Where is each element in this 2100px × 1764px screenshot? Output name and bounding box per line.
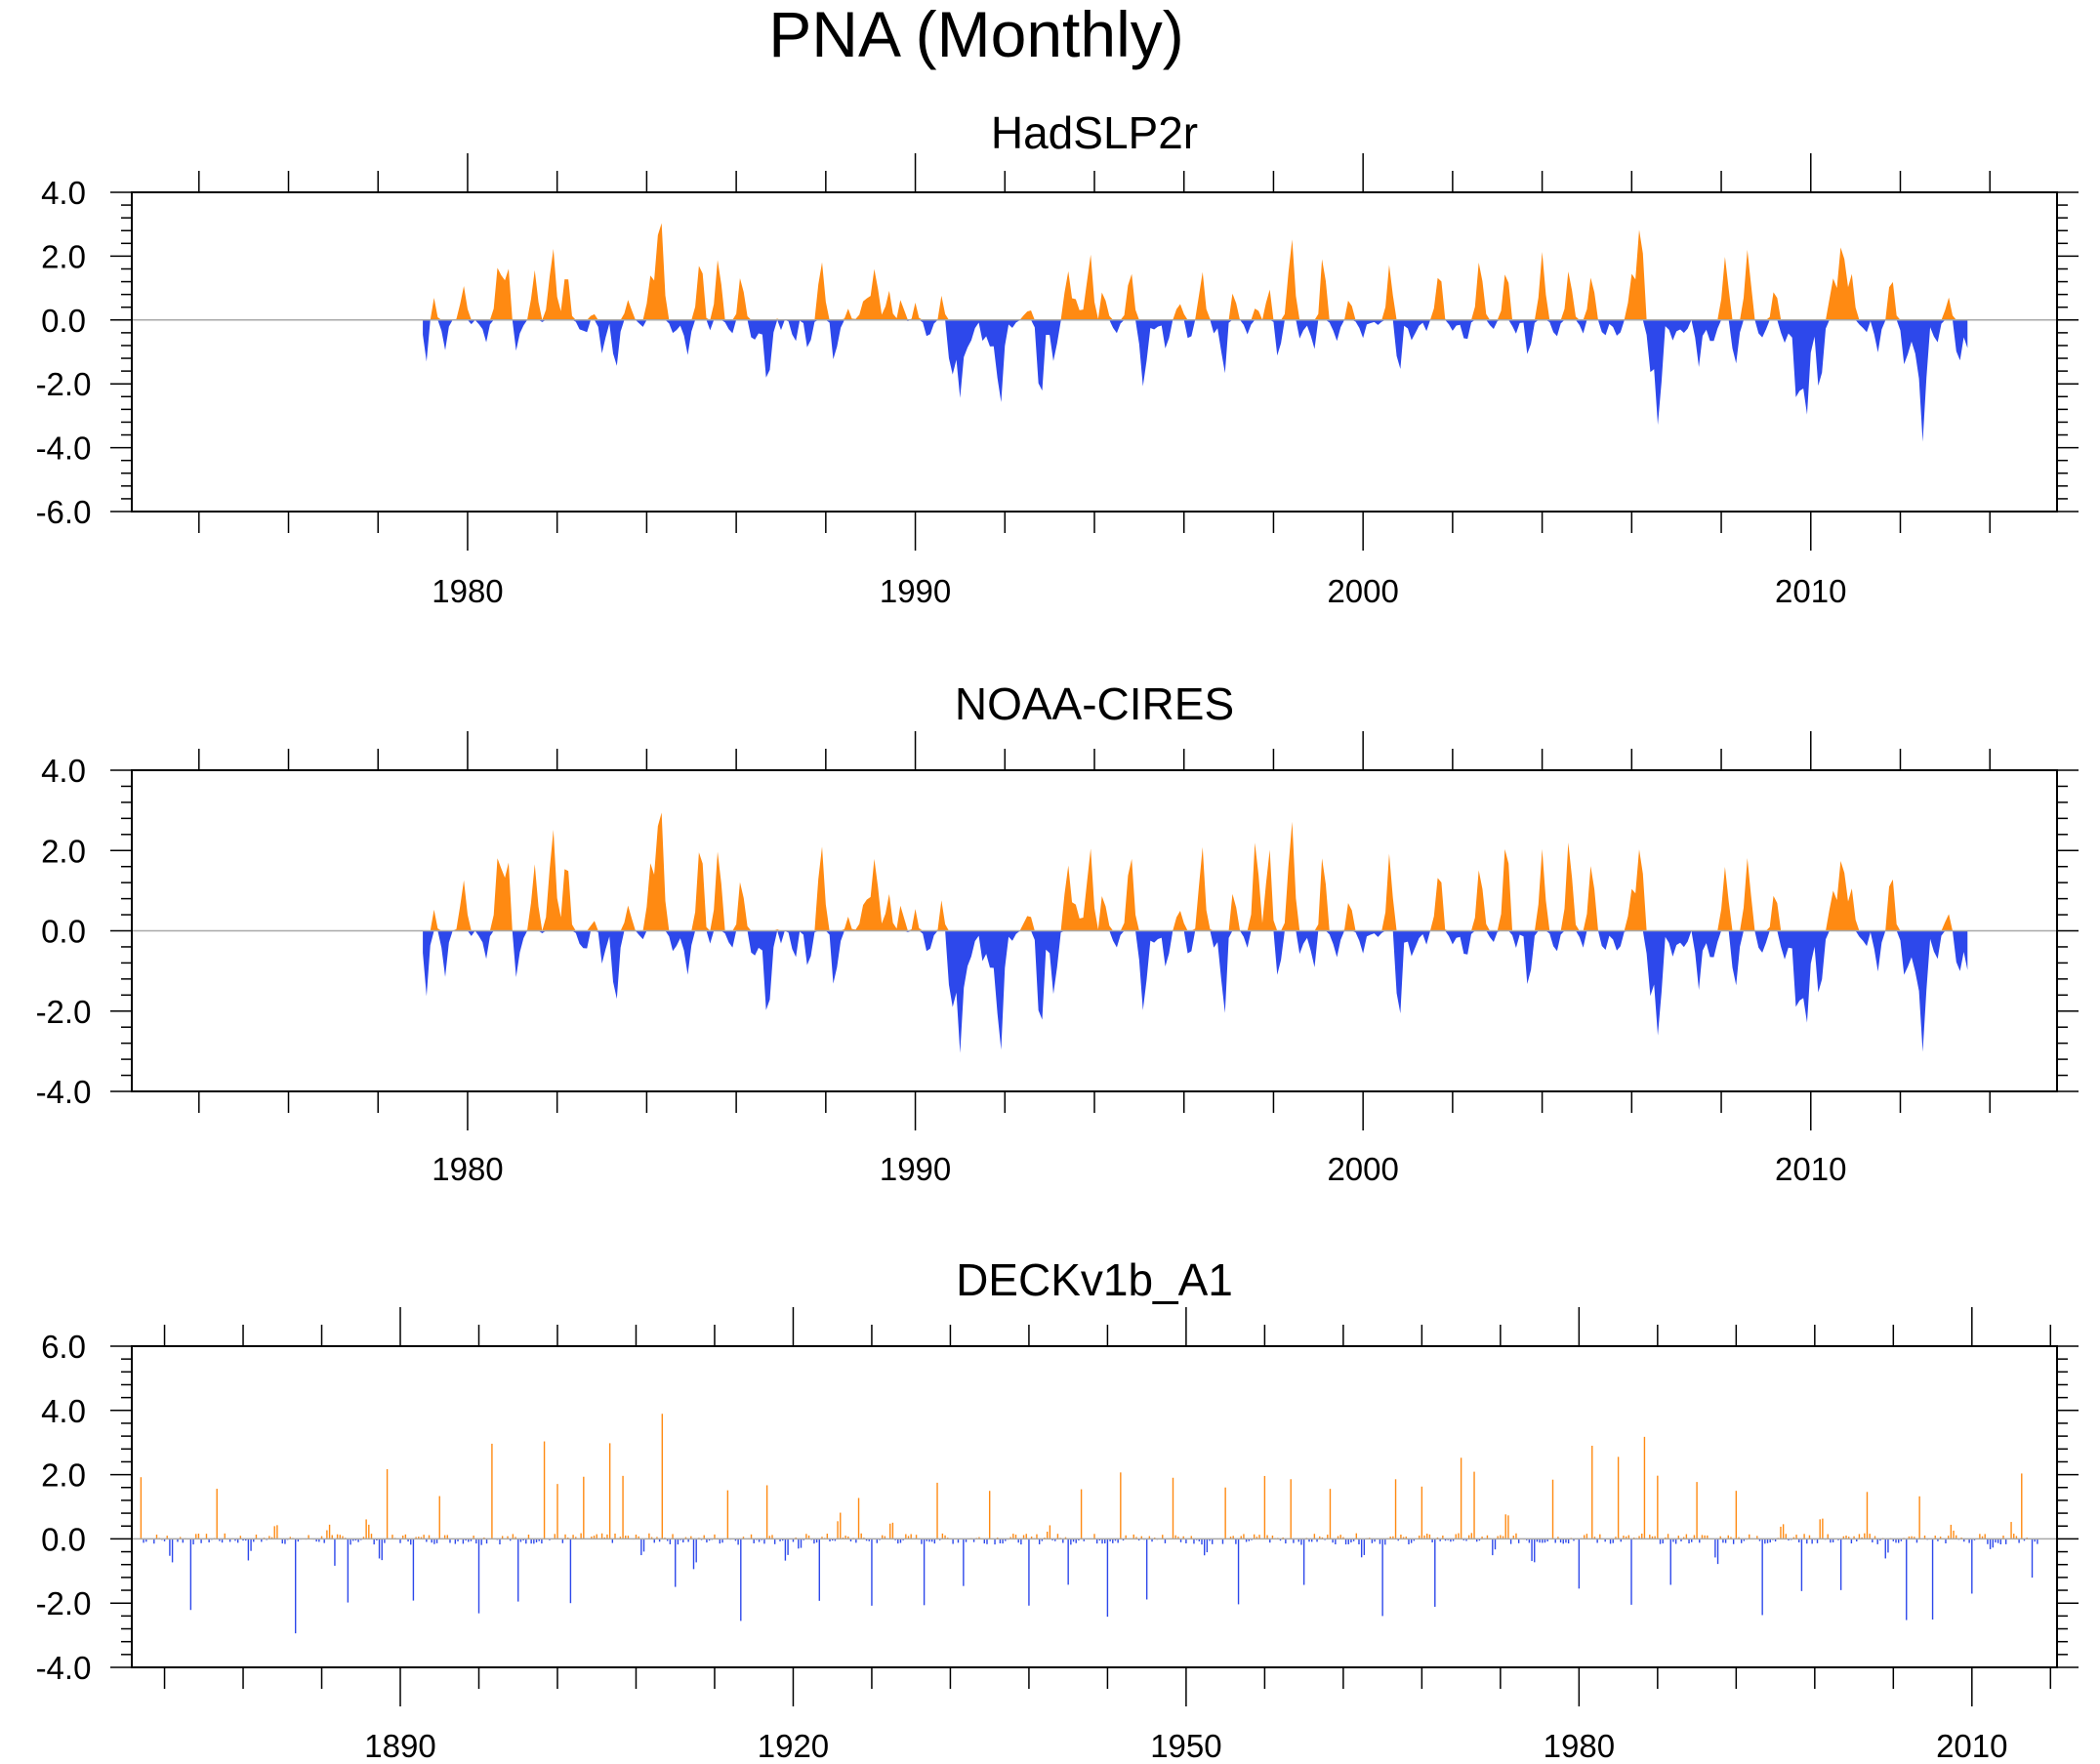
x-tick-label: 1990: [880, 1151, 951, 1187]
plot-frame: [131, 1345, 2058, 1668]
x-tick-label: 2010: [1775, 573, 1846, 609]
x-tick-label: 1980: [432, 1151, 503, 1187]
chart-panel-2: NOAA-CIRES 4.0 2.0 0.0 -2.0 -4.0 1980 1990 2000 2…: [36, 678, 2079, 1187]
x-tick-label: 2010: [1936, 1728, 2007, 1764]
positive-area: [423, 812, 1968, 931]
chart-panel-1: HadSLP2r 4.0 2.0 0.0 -2.0 -4.0 -6.0 1980 1990 200…: [36, 107, 2079, 609]
panel-title: DECKv1b_A1: [956, 1254, 1233, 1305]
y-tick-label: -2.0: [36, 366, 92, 402]
panel-title: NOAA-CIRES: [955, 678, 1234, 729]
x-tick-label: 2000: [1327, 573, 1398, 609]
bars: [138, 1414, 2038, 1634]
y-tick-label: 4.0: [41, 1393, 86, 1429]
plot-frame: [131, 191, 2058, 513]
x-tick-label: 2010: [1775, 1151, 1846, 1187]
positive-area: [423, 223, 1968, 320]
x-tick-label: 1980: [432, 573, 503, 609]
y-tick-label: -4.0: [36, 1074, 92, 1110]
negative-area: [423, 319, 1968, 442]
y-tick-label: 0.0: [41, 914, 86, 950]
y-tick-label: 4.0: [41, 175, 86, 211]
y-tick-label: -4.0: [36, 431, 92, 467]
y-tick-label: 2.0: [41, 1457, 86, 1494]
x-tick-label: 1890: [364, 1728, 435, 1764]
y-tick-label: 6.0: [41, 1329, 86, 1365]
x-tick-label: 1920: [758, 1728, 829, 1764]
panel-title: HadSLP2r: [991, 107, 1198, 158]
y-tick-label: 2.0: [41, 833, 86, 869]
y-tick-label: -6.0: [36, 494, 92, 530]
panels: HadSLP2r 4.0 2.0 0.0 -2.0 -4.0 -6.0 1980 1990 200…: [36, 107, 2079, 1764]
y-tick-label: -4.0: [36, 1650, 92, 1686]
chart-panel-3: DECKv1b_A1 6.0 4.0 2.0 0.0 -2.0 -4.0 1890 1920 19…: [36, 1254, 2079, 1764]
y-tick-label: 2.0: [41, 238, 86, 274]
y-tick-label: 0.0: [41, 1521, 86, 1557]
figure-title: PNA (Monthly): [768, 0, 1183, 70]
x-tick-label: 2000: [1327, 1151, 1398, 1187]
x-tick-label: 1980: [1544, 1728, 1615, 1764]
y-tick-label: 0.0: [41, 303, 86, 339]
negative-area: [423, 930, 1968, 1053]
y-tick-label: -2.0: [36, 994, 92, 1030]
y-tick-label: -2.0: [36, 1585, 92, 1621]
y-tick-label: 4.0: [41, 753, 86, 789]
x-tick-label: 1950: [1150, 1728, 1221, 1764]
x-tick-label: 1990: [880, 573, 951, 609]
